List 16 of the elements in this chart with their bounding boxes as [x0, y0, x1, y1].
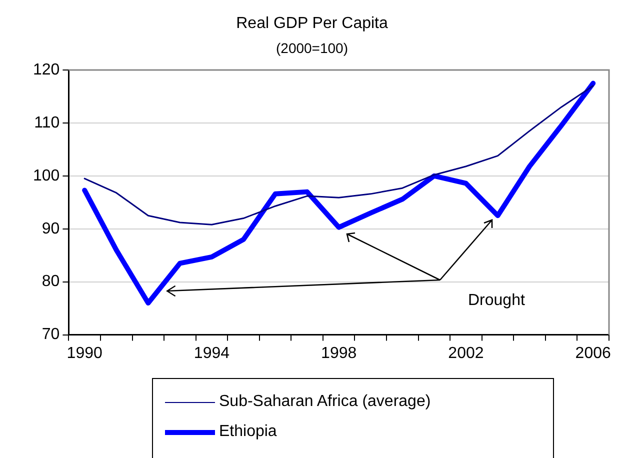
y-tick-label: 70 — [42, 326, 60, 344]
annotation: Drought — [468, 292, 526, 309]
legend-label: Ethiopia — [219, 423, 277, 441]
x-tick-label: 2002 — [448, 344, 484, 362]
y-tick-label: 90 — [42, 220, 60, 238]
y-tick-label: 80 — [42, 273, 60, 290]
y-tick-label: 110 — [34, 114, 60, 132]
x-tick-label: 1994 — [194, 344, 230, 362]
y-tick-label: 100 — [32, 167, 60, 184]
y-tick-label: 120 — [32, 61, 60, 78]
x-tick-label: 1990 — [66, 344, 102, 362]
chart-subtitle: (2000=100) — [276, 40, 348, 56]
legend-label: Sub-Saharan Africa (average) — [219, 393, 431, 411]
x-tick-label: 2006 — [575, 344, 612, 362]
x-tick-label: 1998 — [321, 344, 357, 362]
chart-title: Real GDP Per Capita — [236, 15, 388, 32]
